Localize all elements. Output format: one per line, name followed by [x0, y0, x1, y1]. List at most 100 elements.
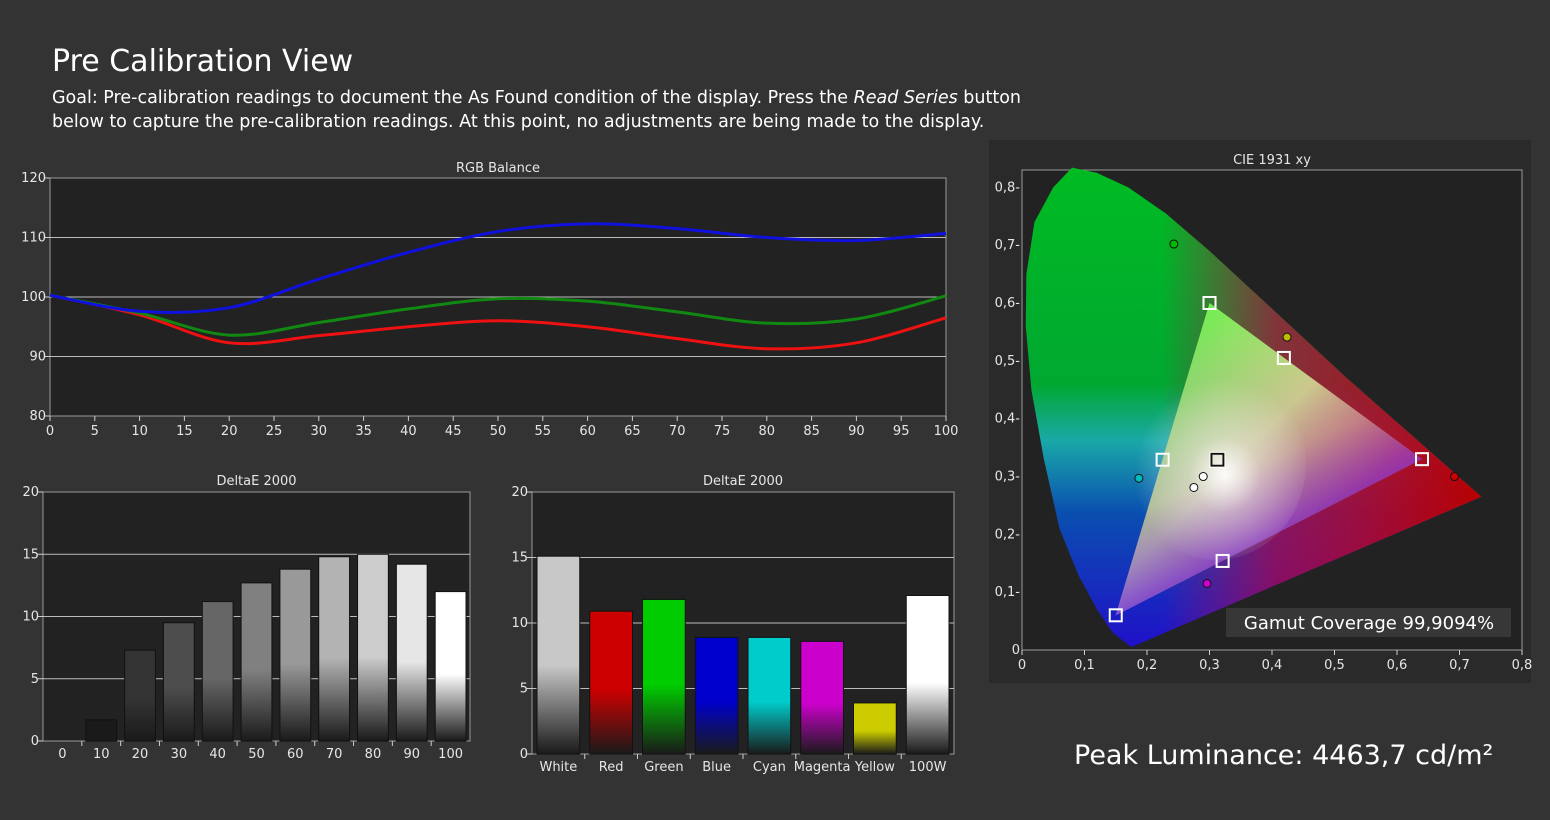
x-tick-label: 0,1: [1074, 658, 1095, 673]
y-tick-label: 0: [520, 747, 528, 762]
y-tick-label: 0: [31, 734, 39, 749]
target-marker: [1155, 452, 1170, 467]
target-marker: [1210, 452, 1225, 467]
y-tick-label: 5: [31, 672, 39, 687]
bar: [853, 702, 897, 755]
chart-title: DeltaE 2000: [216, 474, 296, 489]
chart-title: RGB Balance: [456, 161, 540, 176]
measured-point: [1169, 239, 1179, 249]
x-tick-label: 30: [311, 424, 328, 439]
page-title: Pre Calibration View: [52, 44, 354, 79]
x-tick-label: Magenta: [794, 760, 851, 775]
y-tick-label: 10: [511, 616, 528, 631]
y-tick-label: 0,6-: [995, 296, 1021, 311]
bar: [318, 556, 351, 742]
bar: [642, 598, 686, 755]
x-tick-label: 0,8: [1512, 658, 1533, 673]
x-tick-label: Cyan: [753, 760, 786, 775]
x-tick-label: 5: [91, 424, 99, 439]
x-tick-label: 10: [131, 424, 148, 439]
x-tick-label: 90: [403, 747, 420, 762]
y-tick-label: 110: [21, 231, 46, 246]
bar: [85, 719, 118, 742]
y-tick-label: 0,1-: [995, 585, 1021, 600]
x-tick-label: White: [539, 760, 577, 775]
x-tick-label: 50: [248, 747, 265, 762]
bar: [124, 649, 156, 742]
x-tick-label: 50: [490, 424, 507, 439]
x-tick-label: 20: [132, 747, 149, 762]
bar: [162, 622, 195, 742]
y-tick-label: 0,5-: [995, 354, 1021, 369]
y-tick-label: 10: [22, 610, 39, 625]
x-tick-label: 45: [445, 424, 462, 439]
x-tick-label: 0,5: [1324, 658, 1345, 673]
y-tick-label: 5: [520, 682, 528, 697]
x-tick-label: 20: [221, 424, 238, 439]
y-tick-label: 0,4-: [995, 412, 1021, 427]
x-tick-label: 0,3: [1199, 658, 1220, 673]
bar: [279, 568, 312, 742]
x-tick-label: 60: [287, 747, 304, 762]
x-tick-label: 90: [848, 424, 865, 439]
x-tick-label: 40: [209, 747, 226, 762]
bar: [536, 555, 581, 755]
y-tick-label: 0: [1012, 643, 1020, 658]
x-tick-label: 75: [714, 424, 731, 439]
x-tick-label: Red: [599, 760, 624, 775]
x-tick-label: 0,2: [1137, 658, 1158, 673]
x-tick-label: 70: [669, 424, 686, 439]
target-marker: [1108, 608, 1123, 623]
read-series-reference: Read Series: [853, 88, 958, 108]
x-tick-label: 80: [365, 747, 382, 762]
x-tick-label: 15: [176, 424, 193, 439]
gamut-coverage-label: Gamut Coverage 99,9094%: [1244, 613, 1494, 634]
bar: [905, 594, 950, 755]
measured-point: [1450, 472, 1459, 482]
target-marker: [1202, 296, 1217, 311]
y-tick-label: 120: [21, 171, 46, 186]
x-tick-label: 25: [266, 424, 283, 439]
y-tick-label: 15: [22, 547, 39, 562]
bar: [589, 610, 633, 755]
target-marker: [1215, 553, 1230, 568]
x-tick-label: 65: [624, 424, 641, 439]
x-tick-label: Yellow: [854, 760, 895, 775]
series-line: [49, 222, 947, 314]
x-tick-label: Blue: [702, 760, 731, 775]
bar: [395, 563, 428, 742]
x-tick-label: 0,7: [1449, 658, 1470, 673]
measured-point: [1282, 332, 1292, 342]
measured-point: [1202, 578, 1212, 588]
y-tick-label: 0,2-: [995, 527, 1021, 542]
x-tick-label: 80: [759, 424, 776, 439]
x-tick-label: 60: [579, 424, 596, 439]
x-tick-label: 100W: [909, 760, 947, 775]
white-target-outline: [1209, 451, 1226, 468]
chart-title: DeltaE 2000: [703, 474, 783, 489]
x-tick-label: 30: [171, 747, 188, 762]
x-tick-label: 100: [438, 747, 463, 762]
x-tick-label: 35: [355, 424, 372, 439]
x-tick-label: 40: [400, 424, 417, 439]
bar: [201, 601, 234, 742]
x-tick-label: Green: [644, 760, 683, 775]
series-line: [49, 293, 947, 351]
y-tick-label: 80: [29, 409, 46, 424]
y-tick-label: 15: [511, 551, 528, 566]
x-tick-label: 95: [893, 424, 910, 439]
x-tick-label: 0: [46, 424, 54, 439]
x-tick-label: 85: [803, 424, 820, 439]
goal-text-suffix: button below to capture the pre-calibrat…: [52, 88, 1022, 132]
y-tick-label: 0,3-: [995, 470, 1021, 485]
bar: [694, 636, 739, 755]
goal-text-prefix: Goal: Pre-calibration readings to docume…: [52, 88, 854, 108]
y-tick-label: 100: [21, 290, 46, 305]
y-tick-label: 20: [511, 485, 528, 500]
x-tick-label: 0: [58, 747, 66, 762]
bar: [434, 591, 467, 742]
measured-point: [1134, 473, 1144, 483]
x-tick-label: 0: [1018, 658, 1026, 673]
series-line: [49, 293, 947, 337]
y-tick-label: 20: [22, 485, 39, 500]
